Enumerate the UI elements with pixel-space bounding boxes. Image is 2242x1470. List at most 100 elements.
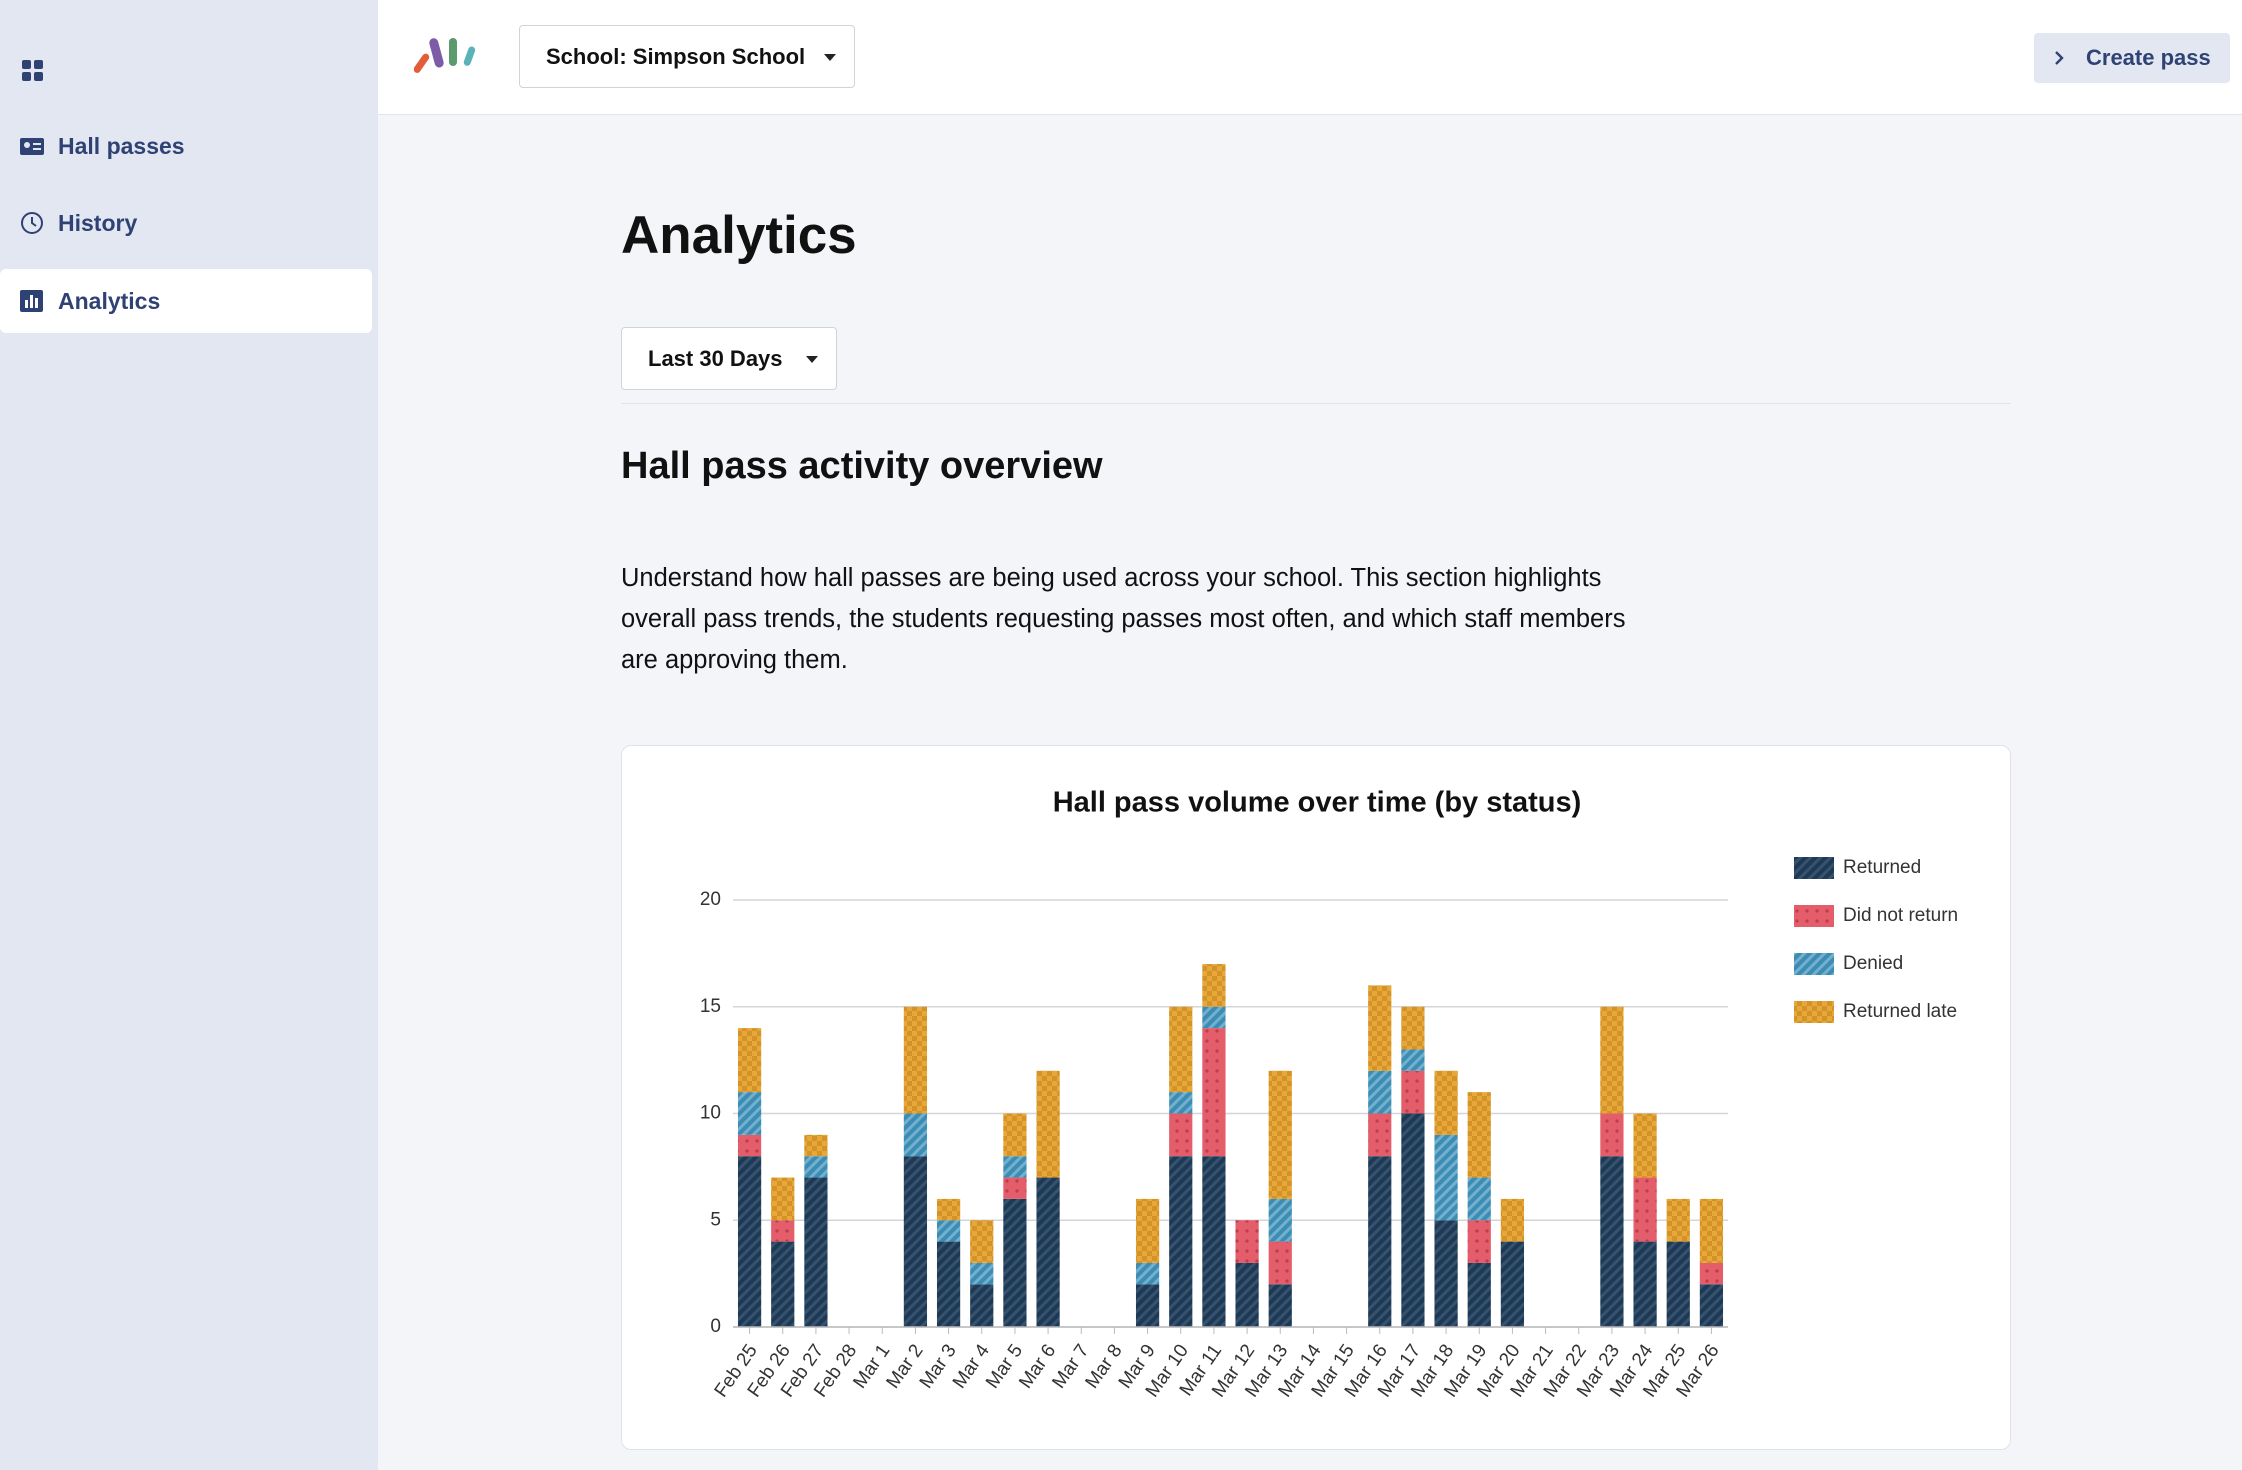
bar-segment (1434, 1220, 1458, 1327)
school-label: School: Simpson School (546, 43, 806, 69)
bar-segment (1699, 1262, 1724, 1285)
bar-segment (804, 1177, 828, 1327)
nav-label: History (58, 209, 138, 236)
bar-segment (771, 1241, 795, 1327)
logo[interactable] (414, 34, 486, 78)
bar-segment (1202, 1156, 1226, 1327)
divider (621, 403, 2011, 404)
bar-segment (1368, 985, 1392, 1071)
bar-segment (1401, 1113, 1425, 1327)
nav-item[interactable]: Hall passes (0, 114, 372, 178)
sidebar: Hall passes History Analytics (0, 0, 378, 1470)
bar-segment (1500, 1198, 1525, 1242)
bar-segment (1600, 1113, 1624, 1157)
school-select[interactable]: School: Simpson School (519, 25, 855, 88)
bar-segment (1036, 1070, 1060, 1178)
chart-title: Hall pass volume over time (by status) (1053, 787, 1582, 819)
bar-segment (804, 1134, 828, 1157)
bar-segment (1633, 1113, 1657, 1178)
bar-segment (936, 1241, 961, 1327)
bar-segment (1003, 1156, 1027, 1178)
bar-segment (1202, 1028, 1226, 1157)
bar-segment (970, 1220, 994, 1263)
y-tick-label: 20 (700, 889, 721, 910)
bar-segment (1003, 1113, 1027, 1157)
bar-segment (1368, 1070, 1392, 1114)
bar-segment (1036, 1177, 1060, 1327)
legend-swatch (1794, 857, 1834, 879)
bar-segment (903, 1156, 928, 1327)
bar-segment (1666, 1198, 1690, 1242)
legend-label: Returned late (1843, 1001, 1957, 1022)
y-tick-label: 0 (710, 1316, 721, 1337)
bar-segment (1169, 1113, 1193, 1157)
bar-segment (1169, 1006, 1193, 1093)
bar-segment (1135, 1262, 1160, 1285)
y-tick-label: 5 (710, 1209, 721, 1230)
bar-segment (1467, 1262, 1491, 1327)
y-tick-label: 15 (700, 996, 721, 1017)
bar-segment (1434, 1070, 1458, 1135)
bar-segment (936, 1220, 961, 1242)
bar-segment (737, 1156, 762, 1327)
bar-segment (1699, 1284, 1724, 1327)
create-pass-button[interactable]: Create pass (2034, 33, 2230, 83)
bar-segment (1368, 1156, 1392, 1327)
bar-segment (1467, 1220, 1491, 1263)
bar-segment (1500, 1241, 1525, 1327)
range-label: Last 30 Days (648, 345, 783, 371)
bar-segment (1699, 1198, 1724, 1263)
description: Understand how hall passes are being use… (621, 564, 1626, 674)
bar-segment (1600, 1006, 1624, 1114)
legend-label: Denied (1843, 953, 1903, 974)
bar-segment (1135, 1198, 1160, 1263)
chart: Hall pass volume over time (by status) 0… (700, 787, 1958, 1402)
legend-swatch (1794, 905, 1834, 927)
bar-segment (1169, 1092, 1193, 1114)
bar-segment (1003, 1177, 1027, 1199)
bar-segment (1135, 1284, 1160, 1327)
bar-segment (737, 1028, 762, 1093)
bar-segment (1202, 1006, 1226, 1029)
bar-segment (1467, 1177, 1491, 1221)
bar-segment (903, 1006, 928, 1114)
y-tick-label: 10 (700, 1103, 721, 1124)
nav-label: Analytics (58, 287, 161, 314)
nav-item[interactable]: Analytics (0, 269, 372, 333)
page-title: Analytics (621, 206, 857, 265)
bar-segment (1235, 1262, 1259, 1327)
legend-label: Did not return (1843, 905, 1958, 926)
bar-segment (804, 1156, 828, 1178)
bar-segment (771, 1177, 795, 1221)
bar-segment (1600, 1156, 1624, 1327)
bar-segment (1235, 1220, 1259, 1263)
bar-segment (1169, 1156, 1193, 1327)
range-select[interactable]: Last 30 Days (621, 327, 837, 390)
nav-item[interactable]: History (0, 191, 372, 255)
bar-segment (1202, 964, 1226, 1007)
bar-segment (771, 1220, 795, 1242)
bar-segment (1268, 1198, 1292, 1242)
bar-segment (970, 1262, 994, 1285)
bar-segment (737, 1134, 762, 1157)
bar-segment (1401, 1049, 1425, 1071)
bar-segment (1368, 1113, 1392, 1157)
bar-segment (1003, 1198, 1027, 1327)
legend-swatch (1794, 1001, 1834, 1023)
bar-segment (1633, 1241, 1657, 1327)
bar-segment (1467, 1092, 1491, 1178)
bar-segment (1401, 1070, 1425, 1114)
bar-segment (1401, 1006, 1425, 1050)
section-title: Hall pass activity overview (621, 445, 1103, 487)
bar-segment (1268, 1070, 1292, 1199)
legend-swatch (1794, 953, 1834, 975)
chart-card: Hall pass volume over time (by status) 0… (621, 745, 2011, 1450)
bar-segment (1633, 1177, 1657, 1242)
bar-segment (1434, 1134, 1458, 1221)
bar-segment (737, 1092, 762, 1135)
bar-segment (1268, 1284, 1292, 1327)
bar-segment (1268, 1241, 1292, 1285)
legend-label: Returned (1843, 857, 1921, 878)
dashboard-icon[interactable] (22, 60, 44, 82)
